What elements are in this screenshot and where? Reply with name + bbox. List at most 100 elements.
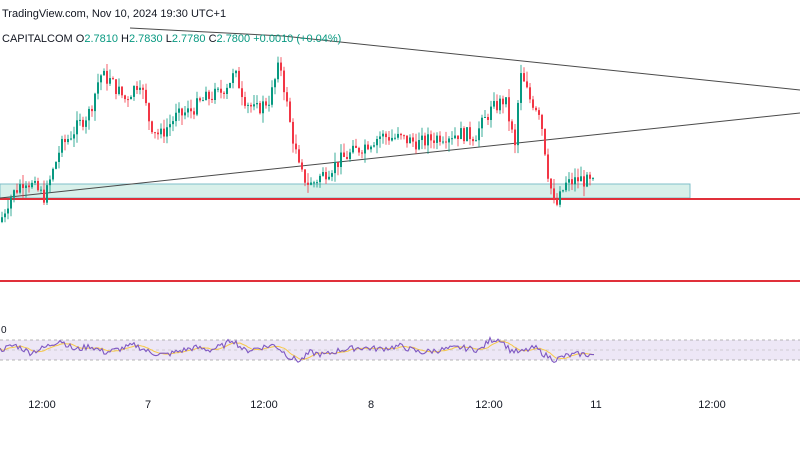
- candle-body: [265, 101, 267, 106]
- candle-body: [88, 108, 90, 121]
- candle: [247, 102, 249, 114]
- candle-body: [547, 154, 549, 179]
- candle-body: [415, 141, 417, 150]
- candle: [349, 148, 351, 162]
- candle: [574, 168, 576, 192]
- candle: [262, 95, 264, 123]
- candle: [160, 123, 162, 139]
- candle-body: [40, 189, 42, 191]
- candle: [112, 76, 114, 80]
- candle: [283, 66, 285, 101]
- candle: [34, 176, 36, 186]
- candle: [19, 179, 21, 195]
- candle: [427, 127, 429, 154]
- candle: [370, 145, 372, 153]
- candle-body: [211, 98, 213, 100]
- candle-body: [280, 62, 282, 71]
- candle-body: [73, 134, 75, 139]
- x-axis: 12:00 7 12:00 8 12:00 11 12:00: [28, 399, 726, 411]
- candle-body: [235, 70, 237, 74]
- candle-body: [166, 127, 168, 137]
- candle: [205, 86, 207, 101]
- candle-body: [562, 190, 564, 192]
- candle-body: [151, 121, 153, 133]
- candle-body: [139, 87, 141, 90]
- candle-body: [307, 182, 309, 185]
- candle: [310, 177, 312, 186]
- candle: [421, 127, 423, 150]
- candle: [340, 144, 342, 175]
- candle-body: [193, 111, 195, 115]
- candle-body: [16, 190, 18, 193]
- candle: [445, 131, 447, 149]
- rsi-band: [0, 340, 800, 360]
- candle: [466, 127, 468, 142]
- candle: [181, 107, 183, 125]
- watermark: TradingView.com, Nov 10, 2024 19:30 UTC+…: [2, 8, 226, 20]
- candle: [196, 91, 198, 117]
- candle: [115, 79, 117, 100]
- candle: [268, 95, 270, 112]
- candle: [559, 186, 561, 208]
- candle: [304, 168, 306, 187]
- candle: [553, 179, 555, 204]
- candle-body: [487, 116, 489, 120]
- candle-body: [574, 177, 576, 185]
- candle-body: [520, 73, 522, 103]
- candle-body: [244, 97, 246, 106]
- candle-body: [223, 92, 225, 94]
- candle-body: [301, 162, 303, 170]
- candle-body: [163, 128, 165, 137]
- candle-body: [331, 173, 333, 177]
- candle: [535, 106, 537, 112]
- candle-body: [325, 172, 327, 180]
- candle: [568, 172, 570, 192]
- candle: [208, 89, 210, 106]
- candle-body: [370, 146, 372, 150]
- candle-body: [538, 110, 540, 115]
- candle-body: [262, 101, 264, 114]
- candle-body: [298, 149, 300, 163]
- candle: [571, 172, 573, 191]
- candle: [286, 86, 288, 107]
- candle-body: [391, 137, 393, 141]
- candle: [97, 73, 99, 100]
- candle: [442, 136, 444, 145]
- candle: [562, 189, 564, 193]
- candle-body: [274, 79, 276, 88]
- candle: [499, 95, 501, 115]
- candle: [514, 124, 516, 154]
- candle-body: [130, 96, 132, 100]
- candle: [1, 211, 3, 224]
- candle: [244, 91, 246, 109]
- candle: [583, 170, 585, 197]
- candle: [226, 83, 228, 99]
- high-value: 2.7830: [129, 33, 163, 45]
- candle-body: [70, 138, 72, 140]
- candle-body: [571, 179, 573, 185]
- candle: [331, 170, 333, 182]
- candle-body: [49, 179, 51, 186]
- candle-body: [178, 108, 180, 113]
- candle: [103, 68, 105, 76]
- candle-body: [217, 88, 219, 90]
- candle-body: [556, 199, 558, 205]
- candle-body: [493, 101, 495, 107]
- candle: [403, 134, 405, 140]
- candle-body: [256, 103, 258, 105]
- candle: [145, 83, 147, 106]
- candle-body: [517, 102, 519, 146]
- candle-body: [103, 70, 105, 76]
- candle: [439, 131, 441, 146]
- candle: [106, 63, 108, 91]
- candle-body: [541, 114, 543, 129]
- symbol-label: CAPITALCOM: [2, 33, 73, 45]
- candle: [25, 181, 27, 198]
- candle: [511, 119, 513, 133]
- candle: [334, 152, 336, 182]
- candle-body: [10, 197, 12, 209]
- candle-body: [22, 184, 24, 189]
- candle-body: [334, 162, 336, 174]
- candle: [472, 136, 474, 146]
